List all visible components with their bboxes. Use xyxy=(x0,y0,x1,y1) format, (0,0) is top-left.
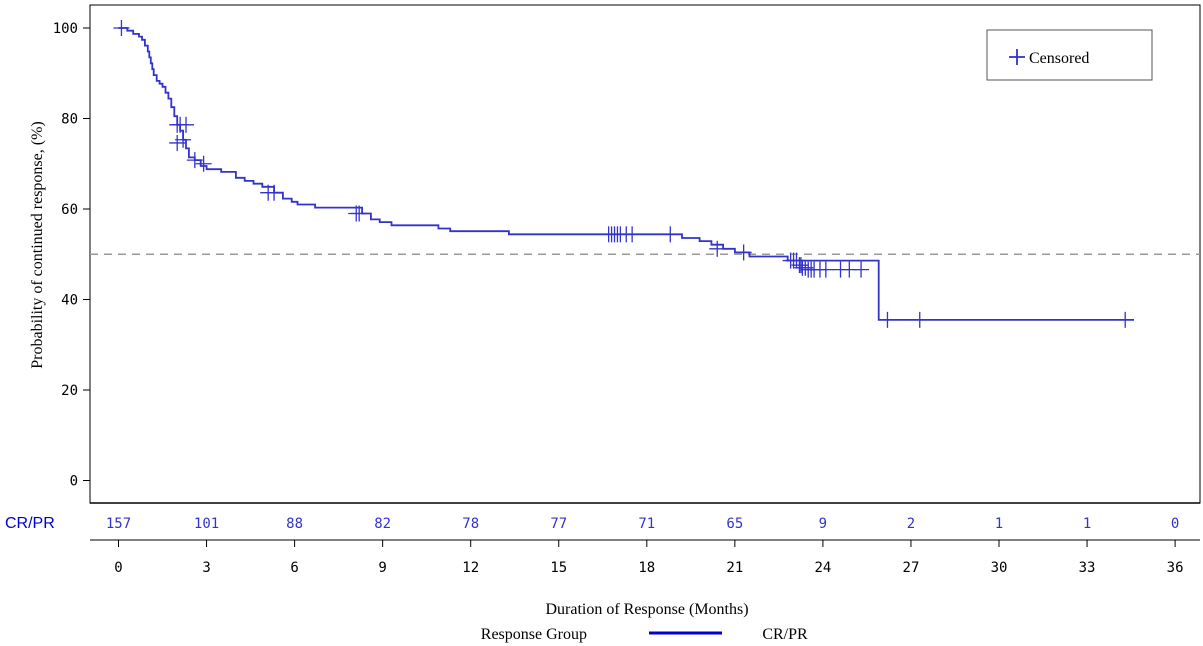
x-tick-label: 9 xyxy=(378,560,386,576)
censor-mark xyxy=(351,205,368,222)
x-tick-label: 0 xyxy=(114,560,122,576)
censor-mark xyxy=(1117,311,1134,328)
x-tick-label: 15 xyxy=(550,560,567,576)
legend: Censored xyxy=(986,29,1153,81)
censor-mark xyxy=(662,226,679,243)
x-tick-label: 21 xyxy=(726,560,743,576)
x-tick-label: 27 xyxy=(903,560,920,576)
at-risk-count: 1 xyxy=(1083,516,1091,532)
y-axis: 0 20 40 60 80 100 xyxy=(53,21,90,490)
y-axis-label: Probability of continued response, (%) xyxy=(29,121,46,369)
x-tick-label: 36 xyxy=(1167,560,1184,576)
censor-mark xyxy=(853,261,870,278)
x-tick-label: 3 xyxy=(202,560,210,576)
censor-mark xyxy=(186,152,203,169)
censor-mark xyxy=(113,20,130,36)
at-risk-count: 71 xyxy=(638,516,655,532)
y-tick-label: 40 xyxy=(61,293,78,309)
at-risk-count: 2 xyxy=(907,516,915,532)
legend-censored-label: Censored xyxy=(1029,50,1089,67)
x-axis-label: Duration of Response (Months) xyxy=(545,601,748,618)
legend-box xyxy=(986,29,1153,81)
censor-mark xyxy=(735,244,752,261)
x-tick-label: 24 xyxy=(814,560,831,576)
group-legend-title: Response Group xyxy=(481,626,587,643)
y-tick-label: 0 xyxy=(70,474,78,490)
at-risk-count: 0 xyxy=(1171,516,1179,532)
censor-mark xyxy=(624,226,641,243)
at-risk-count: 157 xyxy=(106,516,131,532)
censor-mark xyxy=(266,184,283,201)
km-curve-cr-pr xyxy=(118,27,1134,321)
censor-mark xyxy=(817,261,834,278)
y-tick-label: 100 xyxy=(53,21,78,37)
censor-mark xyxy=(709,240,726,257)
censor-mark xyxy=(195,155,212,172)
at-risk-count: 101 xyxy=(194,516,219,532)
x-tick-label: 12 xyxy=(462,560,479,576)
censor-marks-group xyxy=(113,20,1134,328)
at-risk-count: 77 xyxy=(550,516,567,532)
at-risk-count: 65 xyxy=(726,516,743,532)
y-tick-label: 60 xyxy=(61,202,78,218)
x-axis: 0 3 6 9 12 15 18 21 24 27 30 33 36 xyxy=(114,540,1184,576)
x-tick-label: 33 xyxy=(1079,560,1096,576)
x-tick-label: 18 xyxy=(638,560,655,576)
x-tick-label: 6 xyxy=(290,560,298,576)
at-risk-count: 82 xyxy=(374,516,391,532)
y-tick-label: 80 xyxy=(61,112,78,128)
censor-mark xyxy=(879,311,896,328)
group-legend: Response Group CR/PR xyxy=(481,626,808,643)
km-curve-group xyxy=(118,27,1134,321)
censor-mark xyxy=(792,257,809,274)
y-tick-label: 20 xyxy=(61,383,78,399)
at-risk-count: 88 xyxy=(286,516,303,532)
at-risk-count: 78 xyxy=(462,516,479,532)
at-risk-count: 1 xyxy=(995,516,1003,532)
x-tick-label: 30 xyxy=(991,560,1008,576)
at-risk-group-label: CR/PR xyxy=(5,515,55,532)
censor-mark xyxy=(175,131,192,148)
censor-mark xyxy=(911,311,928,328)
at-risk-count: 9 xyxy=(819,516,827,532)
censor-mark xyxy=(178,116,195,133)
group-legend-series-name: CR/PR xyxy=(762,626,808,643)
at-risk-row: 157 101 88 82 78 77 71 65 9 2 1 1 0 xyxy=(106,516,1179,532)
